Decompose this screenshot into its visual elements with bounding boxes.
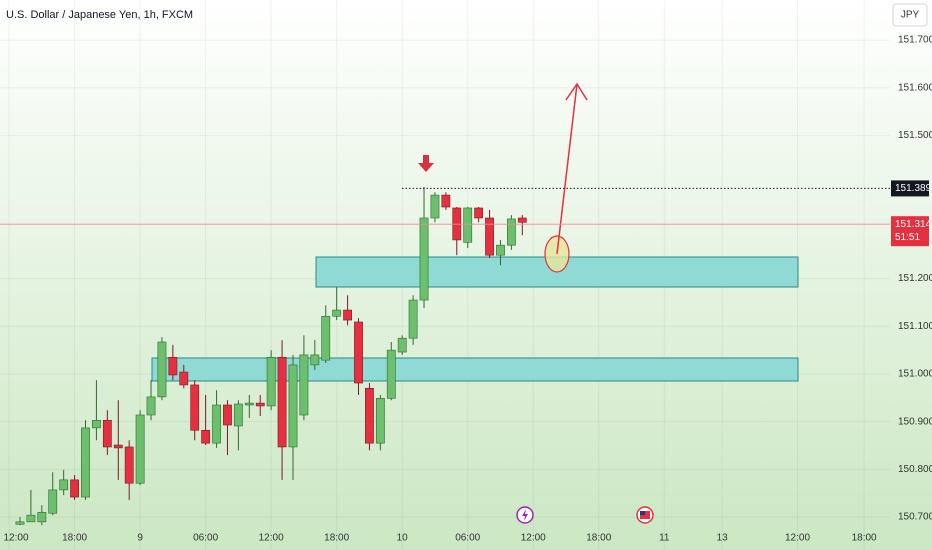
candle-body bbox=[430, 194, 440, 219]
candle-body bbox=[168, 356, 178, 376]
y-tick-label: 150.900 bbox=[898, 416, 932, 427]
flag-canton bbox=[640, 511, 645, 515]
candle-body bbox=[102, 419, 112, 448]
candle-body bbox=[59, 479, 69, 491]
candle-body bbox=[81, 427, 90, 498]
level-tag-label: 151.389 bbox=[895, 183, 932, 194]
arrow-down bbox=[418, 155, 434, 172]
y-tick-label: 151.600 bbox=[898, 82, 932, 93]
candle-body bbox=[255, 402, 265, 407]
x-tick-label: 9 bbox=[137, 533, 143, 544]
level-tag bbox=[891, 180, 929, 197]
candle-body bbox=[135, 414, 145, 484]
candle-body bbox=[288, 364, 298, 448]
arrow-up bbox=[556, 82, 588, 255]
candle-body bbox=[485, 217, 494, 256]
y-tick-label: 151.500 bbox=[898, 130, 932, 141]
y-tick-label: 151.200 bbox=[898, 273, 932, 284]
last-price-label: 151.314 bbox=[895, 219, 932, 230]
candle-body bbox=[310, 354, 320, 366]
lightning bbox=[522, 509, 528, 521]
last-price-tag bbox=[891, 216, 929, 247]
candle-body bbox=[266, 356, 276, 407]
candle-body bbox=[113, 444, 123, 449]
x-tick-label: 18:00 bbox=[852, 533, 877, 544]
candle-body bbox=[343, 309, 352, 321]
candle-body bbox=[277, 356, 287, 448]
axes: 150.700 150.800 150.900 151.000 151.100 151.2… bbox=[0, 35, 932, 544]
x-tick-label: 06:00 bbox=[455, 533, 480, 544]
candles bbox=[15, 186, 527, 526]
candle-body bbox=[354, 321, 363, 384]
candle-body bbox=[441, 194, 451, 208]
x-tick-label: 10 bbox=[397, 533, 409, 544]
candle-body bbox=[190, 384, 200, 431]
y-tick-label: 150.700 bbox=[898, 512, 932, 523]
countdown-label: 51:51 bbox=[895, 232, 920, 243]
annotation bbox=[418, 82, 654, 524]
candle-body bbox=[179, 371, 189, 386]
y-tick-label: 151.000 bbox=[898, 369, 932, 380]
candle-body bbox=[299, 354, 309, 416]
x-tick-label: 12:00 bbox=[3, 533, 28, 544]
y-tick-label: 151.100 bbox=[898, 321, 932, 332]
candle-body bbox=[124, 446, 134, 484]
x-tick-label: 18:00 bbox=[62, 533, 87, 544]
candle-body bbox=[37, 512, 47, 523]
x-tick-label: 11 bbox=[659, 533, 670, 544]
candle-body bbox=[15, 521, 25, 525]
y-tick-label: 151.700 bbox=[898, 35, 932, 46]
candle-body bbox=[517, 217, 527, 223]
candle-body bbox=[321, 315, 331, 361]
candle-body bbox=[463, 207, 473, 243]
zone bbox=[151, 357, 799, 382]
candle-body bbox=[48, 489, 58, 514]
candle-body bbox=[146, 396, 156, 416]
candle-body bbox=[386, 349, 396, 399]
x-tick-label: 18:00 bbox=[586, 533, 611, 544]
candle-body bbox=[26, 514, 36, 523]
x-tick-label: 13 bbox=[717, 533, 729, 544]
x-tick-label: 06:00 bbox=[193, 533, 218, 544]
candle-body bbox=[70, 479, 79, 498]
x-tick-label: 12:00 bbox=[785, 533, 810, 544]
candle-body bbox=[157, 341, 167, 398]
candle-body bbox=[244, 402, 254, 406]
currency-label: JPY bbox=[901, 10, 920, 21]
candle-body bbox=[375, 398, 385, 444]
y-tick-label: 150.800 bbox=[898, 464, 932, 475]
candle-body bbox=[496, 244, 505, 256]
x-tick-label: 12:00 bbox=[259, 533, 284, 544]
candle-body bbox=[397, 337, 407, 353]
chart-title: U.S. Dollar / Japanese Yen, 1h, FXCM bbox=[6, 9, 193, 21]
candle-body bbox=[419, 217, 429, 301]
candle-body bbox=[92, 419, 101, 429]
candle-body bbox=[201, 429, 211, 444]
candle-body bbox=[474, 207, 484, 219]
x-tick-label: 18:00 bbox=[324, 533, 349, 544]
candle-body bbox=[223, 404, 232, 426]
candle-body bbox=[332, 309, 342, 317]
currency-button[interactable] bbox=[892, 3, 928, 27]
x-tick-label: 12:00 bbox=[521, 533, 546, 544]
candle-body bbox=[408, 299, 418, 339]
candle-body bbox=[212, 404, 221, 444]
candle-body bbox=[506, 218, 516, 246]
candle-body bbox=[365, 387, 374, 444]
candle-body bbox=[233, 403, 243, 427]
